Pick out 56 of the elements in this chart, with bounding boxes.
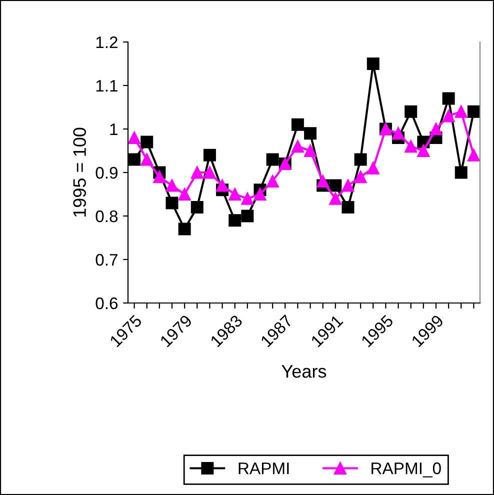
point — [366, 162, 380, 174]
point — [454, 166, 468, 179]
point — [166, 179, 178, 192]
point — [178, 222, 191, 236]
point — [266, 174, 279, 188]
point — [404, 140, 418, 153]
point — [442, 110, 455, 122]
point — [128, 131, 141, 144]
point — [140, 153, 154, 166]
point — [467, 105, 480, 118]
point — [342, 201, 354, 214]
point — [203, 148, 216, 162]
point — [392, 127, 405, 140]
y-tick-label: 0.8 — [96, 210, 118, 222]
point — [216, 179, 229, 192]
point — [241, 192, 254, 205]
y-tick-label: 0.7 — [96, 254, 118, 266]
point — [190, 166, 204, 179]
legend-label: RAPMI — [238, 462, 289, 474]
point — [291, 118, 304, 131]
point — [241, 210, 254, 222]
point — [140, 136, 154, 148]
point — [254, 188, 266, 200]
y-tick-label: 1.2 — [96, 36, 118, 48]
point — [467, 148, 480, 162]
point — [454, 105, 468, 118]
point — [128, 153, 141, 166]
point — [153, 170, 166, 184]
legend-label: RAPMI_0 — [372, 462, 441, 478]
point — [417, 144, 430, 157]
point — [316, 174, 330, 188]
point — [430, 122, 442, 136]
point — [342, 179, 354, 192]
point — [304, 144, 317, 157]
point — [404, 105, 418, 118]
y-tick-label: 0.9 — [96, 166, 118, 179]
point — [442, 92, 455, 105]
point — [291, 140, 304, 153]
point — [178, 188, 191, 200]
point — [228, 188, 242, 200]
point — [203, 166, 216, 179]
y-tick-label: 0.6 — [96, 297, 118, 310]
y-axis-title: 1995 = 100 — [73, 128, 86, 217]
point — [354, 170, 367, 184]
y-tick-label: 1.1 — [96, 80, 118, 92]
point — [166, 196, 178, 210]
point — [329, 192, 342, 205]
point — [266, 153, 279, 166]
point — [304, 127, 317, 140]
x-axis-title: Years — [282, 365, 326, 378]
point — [354, 153, 367, 166]
point — [366, 58, 380, 70]
point — [190, 201, 204, 214]
y-tick-label: 1 — [110, 124, 118, 136]
point — [329, 179, 342, 192]
point — [228, 214, 242, 227]
